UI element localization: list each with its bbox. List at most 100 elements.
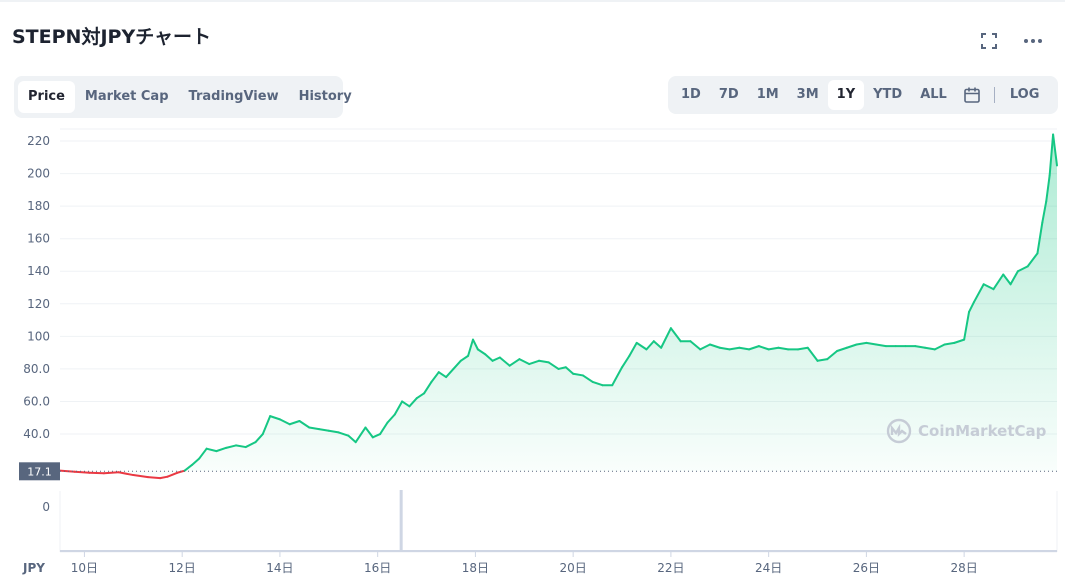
price-line-segment bbox=[738, 346, 751, 351]
price-line-segment bbox=[159, 475, 169, 480]
price-line-segment bbox=[557, 366, 567, 370]
price-line-segment bbox=[537, 359, 550, 364]
reference-price-label: 17.1 bbox=[27, 465, 52, 478]
price-line-segment bbox=[278, 418, 291, 426]
price-line-segment bbox=[816, 358, 829, 362]
price-line-segment bbox=[508, 358, 521, 367]
tab-tradingview[interactable]: TradingView bbox=[188, 89, 279, 104]
price-line-segment bbox=[59, 469, 76, 473]
price-line-segment bbox=[628, 341, 638, 357]
price-line-segment bbox=[748, 345, 760, 351]
x-tick-label: 14日 bbox=[266, 561, 293, 575]
x-tick-label: 16日 bbox=[364, 561, 391, 575]
price-line-segment bbox=[621, 354, 631, 369]
price-line-segment bbox=[269, 415, 281, 421]
price-line-segment bbox=[371, 433, 382, 439]
range-7d[interactable]: 7D bbox=[718, 87, 739, 102]
range-1d[interactable]: 1D bbox=[681, 87, 701, 102]
price-line-segment bbox=[547, 361, 560, 370]
price-line-segment bbox=[718, 346, 731, 351]
y-tick-label: 140 bbox=[27, 264, 50, 278]
chart-title: STEPN対JPYチャート bbox=[12, 26, 212, 48]
range-3m[interactable]: 3M bbox=[796, 87, 819, 102]
calendar-icon[interactable] bbox=[956, 80, 988, 110]
tab-market-cap[interactable]: Market Cap bbox=[84, 89, 169, 104]
price-line-segment bbox=[1009, 270, 1019, 286]
x-tick-label: 12日 bbox=[169, 561, 196, 575]
reference-price-tag bbox=[19, 462, 60, 481]
y-tick-label: 180 bbox=[27, 199, 50, 213]
price-line-segment bbox=[611, 366, 624, 387]
y-tick-label: 100 bbox=[27, 329, 50, 343]
range-all[interactable]: ALL bbox=[920, 87, 947, 102]
y-tick-label: 40.0 bbox=[23, 427, 50, 441]
price-line-segment bbox=[205, 447, 218, 453]
price-line-segment bbox=[146, 476, 162, 480]
price-line-segment bbox=[777, 346, 790, 351]
price-line-segment bbox=[1002, 273, 1012, 286]
volume-axis-label: 0 bbox=[42, 500, 50, 514]
x-tick-label: 18日 bbox=[462, 561, 489, 575]
price-line-segment bbox=[445, 367, 455, 379]
price-line-segment bbox=[635, 341, 648, 351]
price-line-segment bbox=[327, 429, 340, 434]
price-line-segment bbox=[968, 301, 975, 313]
range-1y[interactable]: 1Y bbox=[827, 80, 865, 110]
range-1m[interactable]: 1M bbox=[756, 87, 779, 102]
y-tick-label: 80.0 bbox=[23, 362, 50, 376]
coinmarketcap-watermark: CoinMarketCap bbox=[886, 418, 1046, 444]
price-line-segment bbox=[401, 400, 411, 408]
coinmarketcap-logo bbox=[886, 418, 912, 444]
price-line-segment bbox=[452, 359, 462, 370]
price-line-segment bbox=[689, 340, 702, 351]
time-range-tabs: 1D 7D 1M 3M 1Y YTD ALL LOG bbox=[668, 76, 1058, 114]
top-divider bbox=[0, 0, 1065, 2]
price-line-segment bbox=[288, 420, 301, 426]
price-line-segment bbox=[845, 343, 858, 349]
price-line-segment bbox=[347, 434, 357, 444]
watermark-text: CoinMarketCap bbox=[918, 422, 1047, 440]
y-tick-label: 60.0 bbox=[23, 394, 50, 408]
tab-price[interactable]: Price bbox=[18, 81, 75, 113]
price-line-segment bbox=[855, 341, 868, 346]
price-line-segment bbox=[190, 457, 201, 466]
volume-bar bbox=[399, 490, 403, 552]
price-line-segment bbox=[459, 354, 470, 362]
price-line-segment bbox=[528, 359, 540, 366]
price-line-segment bbox=[564, 366, 575, 375]
price-line-segment bbox=[875, 343, 887, 348]
price-line-segment bbox=[518, 358, 531, 366]
price-line-segment bbox=[709, 343, 721, 349]
price-line-segment bbox=[491, 356, 501, 362]
tab-history[interactable]: History bbox=[298, 89, 352, 104]
price-line-segment bbox=[166, 471, 179, 478]
price-line-segment bbox=[176, 469, 186, 474]
price-line-segment bbox=[102, 471, 120, 475]
fullscreen-icon[interactable] bbox=[978, 30, 1000, 52]
price-line-segment bbox=[572, 372, 584, 377]
price-line-segment bbox=[117, 471, 135, 477]
price-line-segment bbox=[498, 356, 511, 367]
x-tick-label: 24日 bbox=[755, 561, 782, 575]
more-icon[interactable] bbox=[1022, 30, 1044, 52]
range-separator bbox=[993, 87, 995, 103]
y-tick-label: 120 bbox=[27, 297, 50, 311]
price-line-segment bbox=[581, 374, 594, 383]
price-line-segment bbox=[354, 426, 367, 444]
price-line-segment bbox=[183, 463, 193, 472]
price-line-segment bbox=[914, 345, 927, 349]
price-line-segment bbox=[669, 327, 682, 343]
price-line-segment bbox=[1026, 252, 1039, 268]
price-line-segment bbox=[943, 341, 956, 346]
price-line-segment bbox=[1052, 133, 1058, 167]
price-line-segment bbox=[415, 392, 426, 400]
price-line-segment bbox=[423, 380, 433, 395]
price-line-segment bbox=[198, 447, 208, 460]
price-line-segment bbox=[308, 426, 321, 431]
price-line-segment bbox=[234, 444, 247, 449]
price-line-segment bbox=[225, 444, 237, 449]
log-toggle[interactable]: LOG bbox=[1009, 87, 1040, 102]
price-line-segment bbox=[767, 346, 780, 351]
price-line-segment bbox=[826, 350, 839, 361]
range-ytd[interactable]: YTD bbox=[873, 87, 903, 102]
